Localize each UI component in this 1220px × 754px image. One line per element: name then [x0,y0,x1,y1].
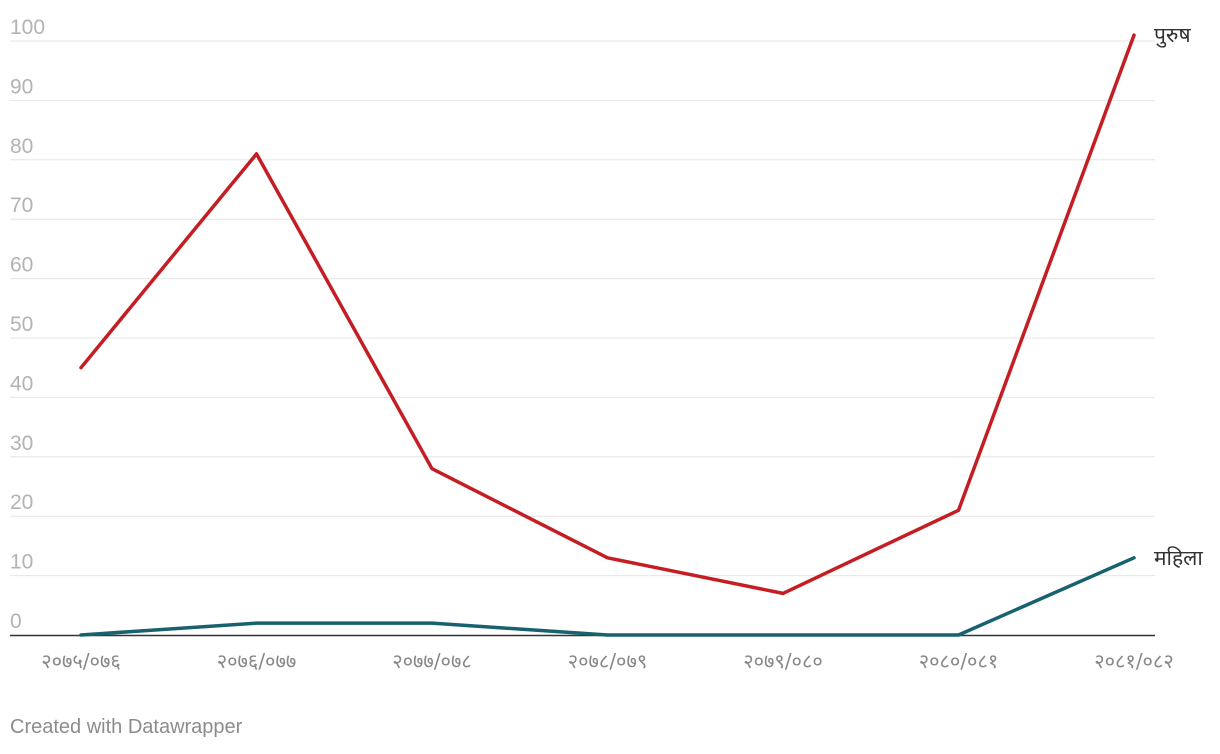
series-label: महिला [1154,546,1203,570]
x-tick-label: २०७५/०७६ [41,649,121,673]
x-tick-label: २०७६/०७७ [217,649,297,673]
x-tick-label: २०७८/०७९ [568,649,648,673]
series-label: पुरुष [1154,23,1191,48]
y-tick-label: 100 [10,16,45,39]
y-axis-ticks: 0 10 20 30 40 50 60 70 80 90 100 [10,16,45,633]
series-labels: पुरुष महिला [1154,23,1203,570]
grid-lines [10,40,1155,577]
series-lines [79,33,1136,637]
datawrapper-credit: Created with Datawrapper [10,716,243,738]
y-tick-label: 90 [10,75,33,98]
y-tick-label: 10 [10,551,33,574]
y-tick-label: 40 [10,372,33,395]
y-tick-label: 60 [10,254,33,277]
x-tick-label: २०८०/०८१ [919,649,999,673]
series-line [79,33,1136,596]
series-line [79,556,1136,637]
x-tick-label: २०७९/०८० [743,649,823,673]
y-tick-label: 30 [10,432,33,455]
y-tick-label: 20 [10,491,33,514]
y-tick-label: 70 [10,194,33,217]
x-tick-label: २०७७/०७८ [392,649,472,673]
y-tick-label: 80 [10,135,33,158]
x-axis-ticks: २०७५/०७६ २०७६/०७७ २०७७/०७८ २०७८/०७९ २०७९/०८०… [41,649,1174,673]
y-tick-label: 50 [10,313,33,336]
x-tick-label: २०८१/०८२ [1094,649,1174,673]
y-tick-label: 0 [10,610,22,633]
